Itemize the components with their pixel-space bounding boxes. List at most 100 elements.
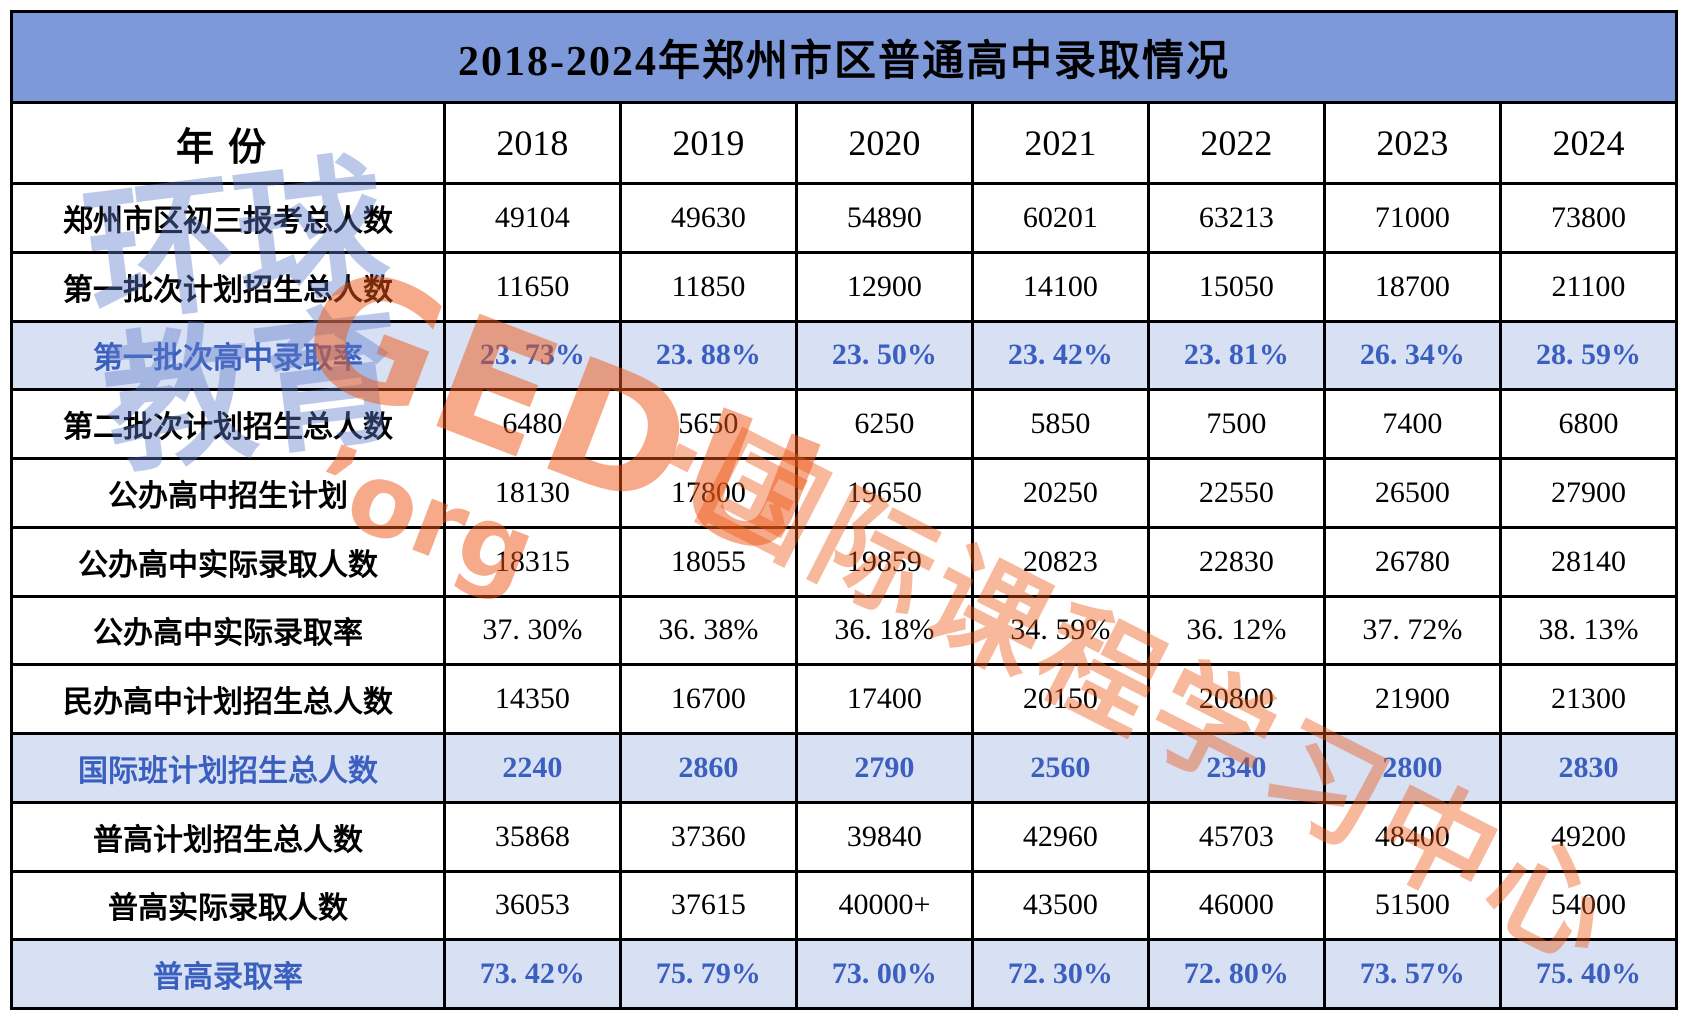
table-title-row: 2018-2024年郑州市区普通高中录取情况 [10, 10, 1678, 104]
cell-value: 6480 [442, 388, 622, 460]
cell-value: 22550 [1146, 457, 1326, 529]
year-column-header: 年份 [10, 101, 446, 185]
cell-value: 28. 59% [1498, 319, 1679, 392]
cell-value: 63213 [1146, 182, 1326, 254]
cell-value: 19859 [794, 525, 974, 598]
cell-value: 21100 [1498, 250, 1679, 323]
row-label: 国际班计划招生总人数 [10, 732, 446, 804]
cell-value: 23. 50% [794, 319, 974, 392]
col-header-2023: 2023 [1322, 101, 1502, 185]
cell-value: 39840 [794, 800, 974, 873]
cell-value: 17400 [794, 663, 974, 735]
col-header-2018: 2018 [442, 101, 622, 185]
cell-value: 54000 [1498, 869, 1679, 942]
table-row: 第二批次计划招生总人数 6480 5650 6250 5850 7500 7400 6800 [10, 388, 1679, 460]
cell-value: 54890 [794, 182, 974, 254]
col-header-2024: 2024 [1498, 101, 1679, 185]
cell-value: 2340 [1146, 732, 1326, 804]
cell-value: 46000 [1146, 869, 1326, 942]
table-row: 第一批次计划招生总人数 11650 11850 12900 14100 15050 1870… [10, 250, 1679, 323]
cell-value: 37. 72% [1322, 594, 1502, 667]
cell-value: 26. 34% [1322, 319, 1502, 392]
cell-value: 14350 [442, 663, 622, 735]
col-header-2021: 2021 [970, 101, 1150, 185]
cell-value: 20800 [1146, 663, 1326, 735]
cell-value: 18055 [618, 525, 798, 598]
cell-value: 36053 [442, 869, 622, 942]
table-row: 国际班计划招生总人数 2240 2860 2790 2560 2340 2800 2830 [10, 732, 1679, 804]
row-label: 郑州市区初三报考总人数 [10, 182, 446, 254]
cell-value: 6800 [1498, 388, 1679, 460]
table-row: 普高计划招生总人数 35868 37360 39840 42960 45703 48400 4… [10, 800, 1679, 873]
cell-value: 38. 13% [1498, 594, 1679, 667]
row-label: 普高计划招生总人数 [10, 800, 446, 873]
cell-value: 11650 [442, 250, 622, 323]
cell-value: 22830 [1146, 525, 1326, 598]
row-label: 第一批次高中录取率 [10, 319, 446, 392]
cell-value: 17800 [618, 457, 798, 529]
cell-value: 73. 00% [794, 938, 974, 1010]
cell-value: 36. 12% [1146, 594, 1326, 667]
cell-value: 23. 81% [1146, 319, 1326, 392]
cell-value: 36. 38% [618, 594, 798, 667]
table-row: 公办高中实际录取人数 18315 18055 19859 20823 22830 26780… [10, 525, 1679, 598]
table-row: 公办高中实际录取率 37. 30% 36. 38% 36. 18% 34. 59% 36.… [10, 594, 1679, 667]
cell-value: 35868 [442, 800, 622, 873]
table-row: 郑州市区初三报考总人数 49104 49630 54890 60201 63213 7100… [10, 182, 1679, 254]
cell-value: 51500 [1322, 869, 1502, 942]
cell-value: 49200 [1498, 800, 1679, 873]
cell-value: 20823 [970, 525, 1150, 598]
cell-value: 72. 80% [1146, 938, 1326, 1010]
cell-value: 14100 [970, 250, 1150, 323]
cell-value: 18130 [442, 457, 622, 529]
cell-value: 75. 40% [1498, 938, 1679, 1010]
cell-value: 48400 [1322, 800, 1502, 873]
cell-value: 73800 [1498, 182, 1679, 254]
row-label: 普高实际录取人数 [10, 869, 446, 942]
cell-value: 18315 [442, 525, 622, 598]
cell-value: 2830 [1498, 732, 1679, 804]
table-row: 第一批次高中录取率 23. 73% 23. 88% 23. 50% 23. 42% 23.… [10, 319, 1679, 392]
table-header-row: 年份 2018 2019 2020 2021 2022 2023 2024 [10, 101, 1679, 185]
col-header-2019: 2019 [618, 101, 798, 185]
cell-value: 45703 [1146, 800, 1326, 873]
cell-value: 37360 [618, 800, 798, 873]
row-label: 普高录取率 [10, 938, 446, 1010]
cell-value: 75. 79% [618, 938, 798, 1010]
cell-value: 26780 [1322, 525, 1502, 598]
admissions-table: 2018-2024年郑州市区普通高中录取情况 年份 2018 2019 2020… [10, 10, 1679, 1010]
row-label: 公办高中实际录取率 [10, 594, 446, 667]
row-label: 第二批次计划招生总人数 [10, 388, 446, 460]
cell-value: 2860 [618, 732, 798, 804]
cell-value: 36. 18% [794, 594, 974, 667]
col-header-2022: 2022 [1146, 101, 1326, 185]
table-row: 民办高中计划招生总人数 14350 16700 17400 20150 20800 2190… [10, 663, 1679, 735]
cell-value: 40000+ [794, 869, 974, 942]
table-row: 公办高中招生计划 18130 17800 19650 20250 22550 26500 27… [10, 457, 1679, 529]
col-header-2020: 2020 [794, 101, 974, 185]
cell-value: 2790 [794, 732, 974, 804]
cell-value: 7400 [1322, 388, 1502, 460]
cell-value: 2560 [970, 732, 1150, 804]
cell-value: 20150 [970, 663, 1150, 735]
cell-value: 27900 [1498, 457, 1679, 529]
row-label: 公办高中实际录取人数 [10, 525, 446, 598]
row-label: 民办高中计划招生总人数 [10, 663, 446, 735]
row-label: 公办高中招生计划 [10, 457, 446, 529]
table-title: 2018-2024年郑州市区普通高中录取情况 [10, 10, 1678, 104]
cell-value: 12900 [794, 250, 974, 323]
cell-value: 23. 42% [970, 319, 1150, 392]
cell-value: 73. 57% [1322, 938, 1502, 1010]
cell-value: 72. 30% [970, 938, 1150, 1010]
cell-value: 21900 [1322, 663, 1502, 735]
cell-value: 19650 [794, 457, 974, 529]
cell-value: 5850 [970, 388, 1150, 460]
cell-value: 7500 [1146, 388, 1326, 460]
cell-value: 42960 [970, 800, 1150, 873]
cell-value: 23. 73% [442, 319, 622, 392]
table-row: 普高实际录取人数 36053 37615 40000+ 43500 46000 51500 5… [10, 869, 1679, 942]
cell-value: 71000 [1322, 182, 1502, 254]
cell-value: 6250 [794, 388, 974, 460]
cell-value: 73. 42% [442, 938, 622, 1010]
cell-value: 2800 [1322, 732, 1502, 804]
